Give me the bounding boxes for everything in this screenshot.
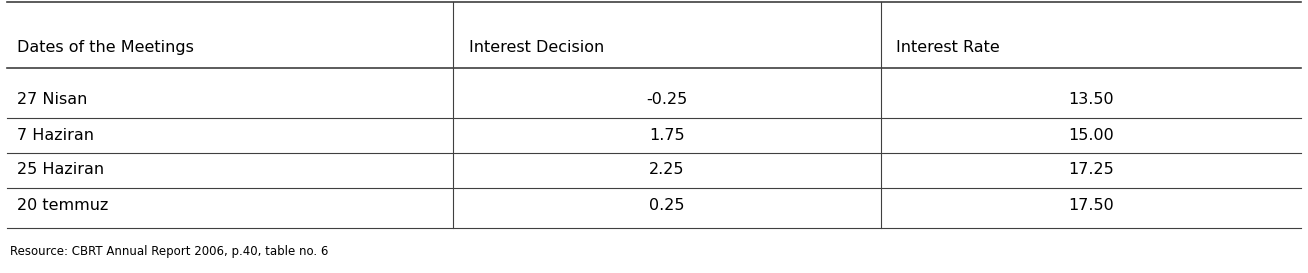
Text: Dates of the Meetings: Dates of the Meetings [17,40,194,55]
Text: 20 temmuz: 20 temmuz [17,197,109,212]
Text: Resource: CBRT Annual Report 2006, p.40, table no. 6: Resource: CBRT Annual Report 2006, p.40,… [10,245,328,259]
Text: 13.50: 13.50 [1069,93,1114,108]
Text: Interest Rate: Interest Rate [896,40,1001,55]
Text: Interest Decision: Interest Decision [470,40,604,55]
Text: 27 Nisan: 27 Nisan [17,93,88,108]
Text: 0.25: 0.25 [649,197,684,212]
Text: 2.25: 2.25 [649,162,684,177]
Text: 1.75: 1.75 [649,127,685,143]
Text: 17.25: 17.25 [1069,162,1114,177]
Text: -0.25: -0.25 [646,93,688,108]
Text: 17.50: 17.50 [1069,197,1114,212]
Text: 25 Haziran: 25 Haziran [17,162,105,177]
Text: 15.00: 15.00 [1069,127,1114,143]
Text: 7 Haziran: 7 Haziran [17,127,94,143]
